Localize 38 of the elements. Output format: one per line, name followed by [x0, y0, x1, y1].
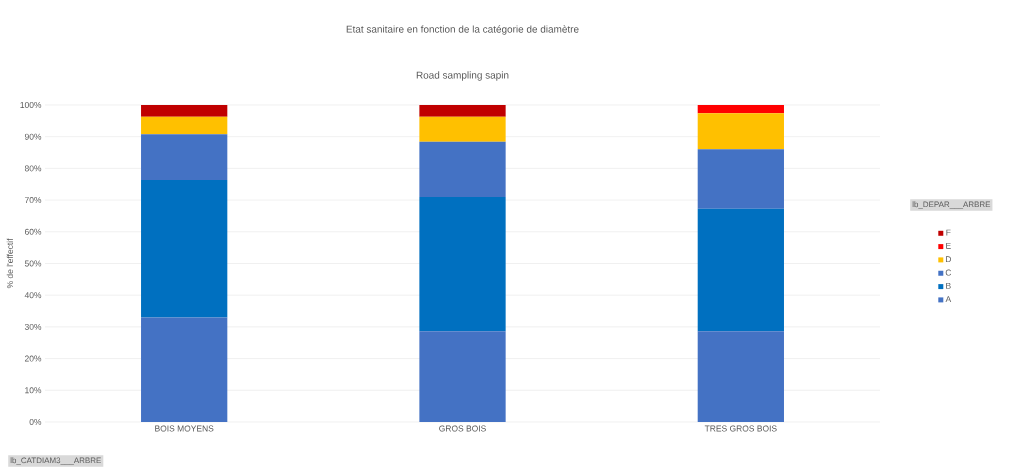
y-tick-label: 60% [24, 228, 42, 235]
bar [419, 104, 506, 117]
legend-label: D [945, 256, 951, 263]
x-tick-label: BOIS MOYENS [155, 425, 214, 432]
bar [697, 113, 784, 150]
y-tick-label: 40% [24, 292, 42, 299]
bar [419, 331, 506, 422]
bar [419, 116, 506, 142]
bar [141, 104, 228, 117]
bar [141, 317, 228, 422]
bar [141, 180, 228, 318]
chart-subtitle: Road sampling sapin [416, 71, 509, 81]
y-tick-label: 10% [25, 387, 42, 394]
bar [697, 208, 784, 332]
y-tick-label: 90% [24, 133, 42, 140]
x-tick-label: TRES GROS BOIS [704, 425, 777, 432]
y-tick-label: 70% [24, 197, 42, 204]
y-tick-label: 30% [24, 323, 42, 330]
bar [697, 104, 784, 114]
legend-label: E [946, 242, 951, 249]
legend-label: C [945, 269, 952, 276]
y-tick-label: 80% [24, 165, 42, 172]
bar [141, 116, 228, 135]
y-tick-label: 20% [24, 355, 42, 362]
legend-label: A [945, 296, 952, 303]
y-axis-title: % de l'effectif [6, 238, 13, 289]
bar [419, 196, 506, 332]
legend-label: F [946, 229, 951, 236]
y-tick-label: 0% [29, 418, 42, 425]
bar [697, 149, 784, 209]
y-tick-label: 100% [20, 101, 42, 108]
bar [141, 134, 228, 181]
x-tick-label: GROS BOIS [439, 425, 486, 432]
bar [419, 141, 506, 197]
bar [697, 331, 784, 422]
y-tick-label: 50% [24, 260, 42, 267]
legend-label: B [946, 282, 951, 289]
chart-title: Etat sanitaire en fonction de la catégorie de diamètre [346, 25, 579, 35]
